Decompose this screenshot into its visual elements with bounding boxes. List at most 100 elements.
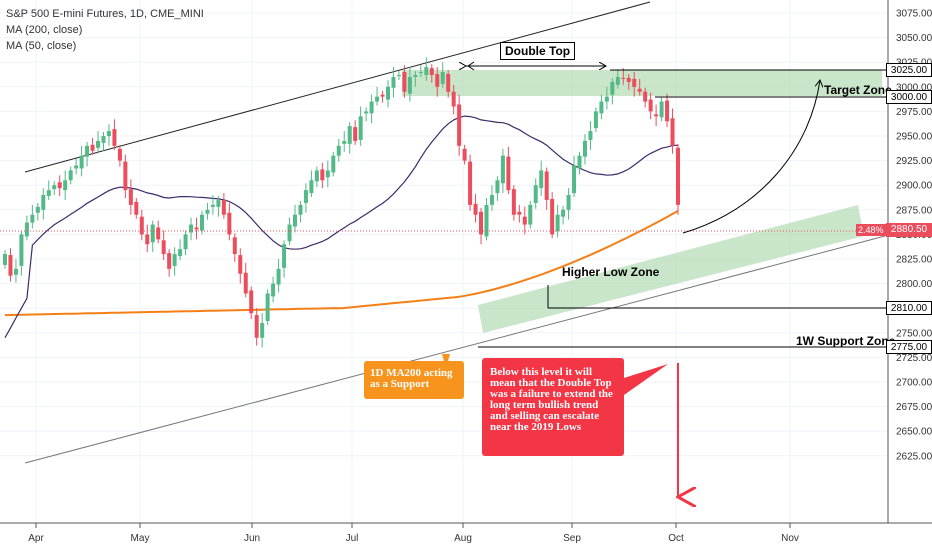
candle-body [396, 74, 401, 76]
candle-body [260, 322, 265, 338]
support-zone-label[interactable]: 1W Support Zone [796, 334, 896, 348]
target-zone-label[interactable]: Target Zone [824, 83, 892, 97]
warning-callout[interactable]: Below this level it will mean that the D… [482, 358, 624, 456]
candle-body [424, 67, 429, 75]
candle-body [205, 209, 210, 214]
candle-body [577, 155, 582, 169]
x-tick-label: May [131, 533, 150, 544]
candle-body [74, 165, 79, 169]
candle-body [637, 88, 642, 92]
candle-body [183, 234, 188, 250]
legend-symbol: S&P 500 E-mini Futures, 1D, CME_MINI [6, 8, 204, 20]
candle-body [68, 170, 73, 181]
candle-body [402, 72, 407, 92]
candle-body [418, 72, 423, 74]
candle-body [615, 76, 620, 85]
candle-body [79, 155, 84, 169]
y-tick-label: 3000.00 [896, 82, 932, 93]
candle-body [24, 222, 29, 237]
x-tick-label: Oct [668, 533, 684, 544]
y-tick-label: 3075.00 [896, 9, 932, 20]
candle-body [670, 118, 675, 146]
y-tick-label: 2725.00 [896, 353, 932, 364]
candle-body [561, 209, 566, 217]
candle-body [227, 212, 232, 235]
target-projection-arrow[interactable] [682, 80, 820, 234]
candle-body [336, 145, 341, 156]
candle-body [544, 171, 549, 200]
candle-body [676, 147, 680, 205]
candle-body [654, 114, 659, 117]
candle-body [665, 100, 670, 122]
candle-body [189, 224, 194, 233]
candle-body [112, 129, 117, 146]
candle-body [35, 206, 40, 213]
candle-body [101, 136, 106, 143]
candle-body [303, 190, 308, 203]
candle-body [457, 104, 462, 146]
y-tick-label: 2625.00 [896, 451, 932, 462]
candle-body [320, 169, 325, 181]
candle-body [429, 68, 434, 75]
channel-lower-line[interactable] [24, 235, 886, 464]
candle-body [550, 198, 555, 235]
candle-body [117, 148, 122, 161]
candle-body [566, 195, 571, 210]
price-change-badge: 2.48% [856, 224, 886, 236]
candle-body [282, 244, 287, 268]
candle-body [30, 214, 35, 223]
candle-body [325, 170, 330, 178]
candle-body [265, 293, 270, 321]
x-tick-label: Aug [454, 533, 472, 544]
y-tick-label: 2675.00 [896, 402, 932, 413]
candle-body [533, 185, 538, 203]
candle-body [292, 214, 297, 227]
candle-body [473, 203, 478, 215]
y-tick-label: 2925.00 [896, 156, 932, 167]
price-tag-current: 2880.50 [886, 223, 932, 237]
candle-body [106, 131, 111, 136]
candle-body [41, 195, 46, 210]
candle-body [63, 180, 68, 191]
candle-body [413, 74, 418, 77]
double-top-zone[interactable] [402, 70, 882, 96]
candle-body [57, 182, 62, 189]
candle-body [517, 211, 522, 215]
candle-body [96, 140, 101, 148]
candle-body [500, 155, 505, 184]
ma200-line[interactable] [4, 210, 679, 317]
y-tick-label: 2900.00 [896, 181, 932, 192]
candle-body [386, 86, 391, 100]
higher-low-zone[interactable] [478, 205, 864, 333]
ma200-callout[interactable]: 1D MA200 acting as a Support [364, 361, 464, 399]
y-tick-label: 2825.00 [896, 255, 932, 266]
candle-body [582, 140, 587, 157]
price-tag-2810: 2810.00 [886, 301, 932, 315]
candle-body [648, 99, 653, 112]
candle-body [161, 240, 166, 255]
warning-callout-pointer [624, 364, 668, 395]
candle-body [440, 72, 445, 84]
candle-body [588, 131, 593, 140]
candle-body [489, 195, 494, 205]
candle-body [331, 155, 336, 173]
ma50-line[interactable] [4, 115, 679, 338]
y-tick-label: 2750.00 [896, 328, 932, 339]
double-top-label[interactable]: Double Top [500, 42, 576, 60]
candle-body [435, 74, 440, 87]
channel-upper-line[interactable] [24, 1, 651, 173]
candle-body [314, 170, 319, 182]
candle-body [626, 77, 631, 82]
candle-body [632, 78, 637, 87]
x-tick-label: Jul [346, 533, 359, 544]
y-tick-label: 2875.00 [896, 205, 932, 216]
y-tick-label: 2950.00 [896, 132, 932, 143]
candle-body [19, 234, 24, 266]
candle-body [407, 76, 412, 94]
candle-body [380, 94, 385, 97]
candle-body [46, 190, 51, 197]
higher-low-zone-label[interactable]: Higher Low Zone [562, 265, 660, 279]
y-tick-label: 2975.00 [896, 107, 932, 118]
candle-body [8, 255, 13, 276]
